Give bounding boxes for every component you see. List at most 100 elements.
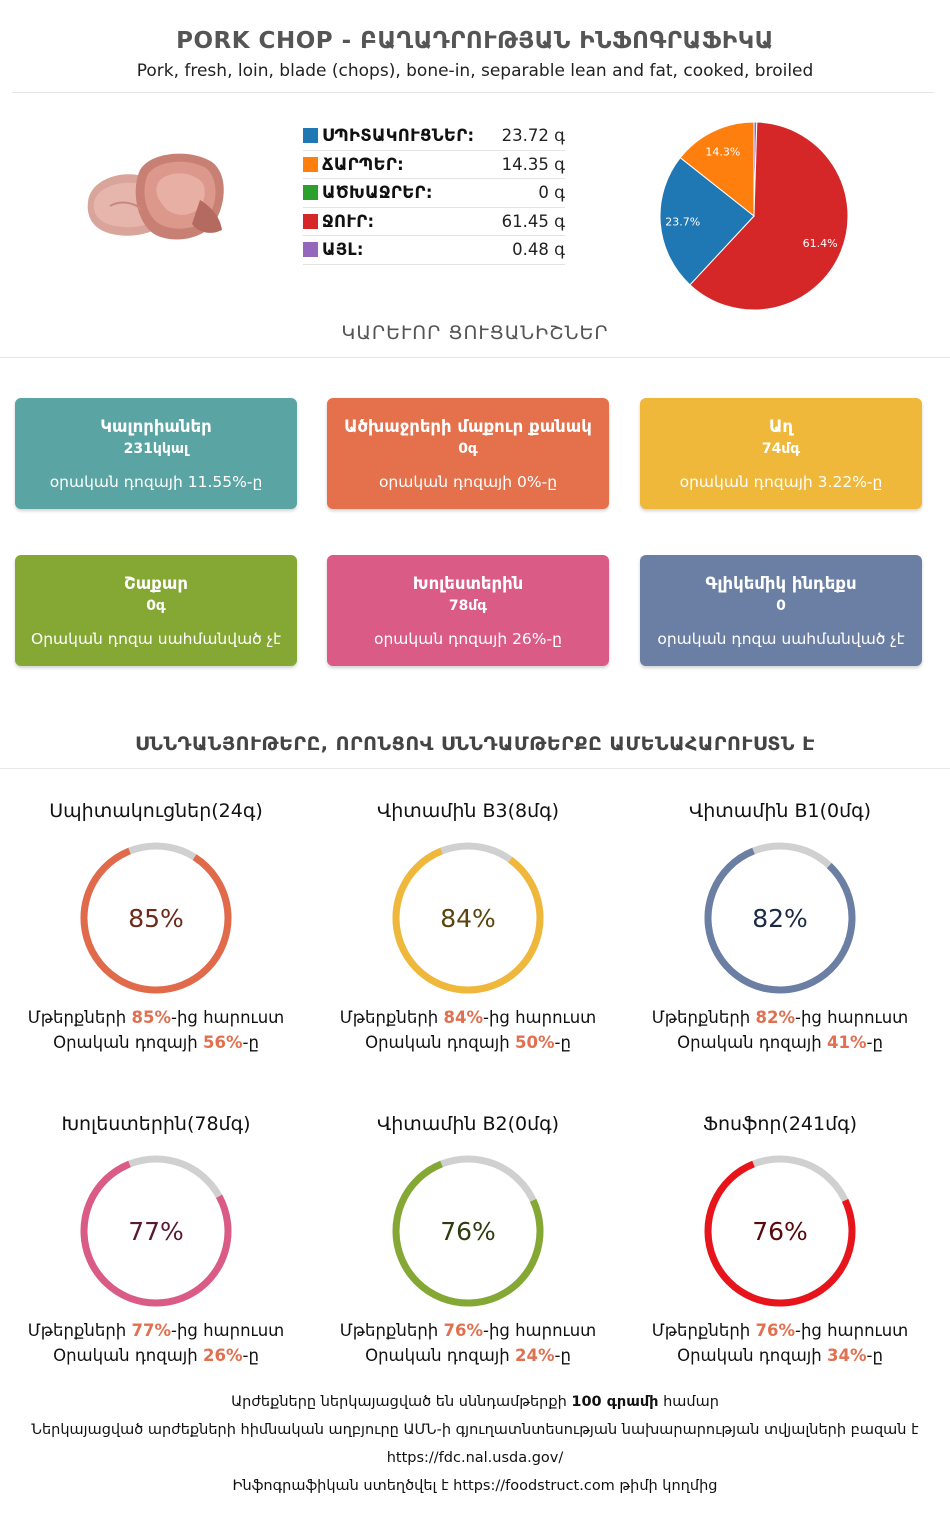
card-sub: օրական դոզայի 0%-ը bbox=[378, 473, 558, 491]
ring-percent-label: 77% bbox=[128, 1217, 184, 1246]
card-title: Շաքար bbox=[124, 574, 188, 593]
card-title: Գլիկեմիկ ինդեքս bbox=[705, 574, 857, 593]
footer-source-link[interactable]: https://fdc.nal.usda.gov/ bbox=[386, 1450, 564, 1466]
carbs-swatch bbox=[303, 185, 318, 201]
nutrient-vitamin-b1: Վիտամին B1(0մգ) 82% Մթերքների 82%-ից հար… bbox=[630, 800, 930, 1052]
nutrient-daily-line: Օրական դոզայի 34%-ը bbox=[677, 1346, 883, 1365]
macro-name: ՋՈՒՐ: bbox=[322, 211, 375, 231]
card-sub: օրական դոզա սահմանված չէ bbox=[657, 630, 905, 648]
ring-progress bbox=[80, 1160, 232, 1307]
nutrient-daily-line: Օրական դոզայի 26%-ը bbox=[53, 1346, 259, 1365]
nutrient-title: Վիտամին B2(0մգ) bbox=[376, 1113, 560, 1135]
nutrient-daily-line: Օրական դոզայի 24%-ը bbox=[365, 1346, 571, 1365]
nutrient-daily-line: Օրական դոզայի 41%-ը bbox=[677, 1033, 883, 1052]
card-title: Կալորիաներ bbox=[100, 417, 212, 436]
nutrient-rank-line: Մթերքների 84%-ից հարուստ bbox=[339, 1008, 597, 1027]
divider bbox=[0, 768, 950, 769]
ring-progress bbox=[392, 1160, 544, 1307]
footer-credit: Ինֆոգրաֆիկան ստեղծվել է https://foodstru… bbox=[232, 1478, 718, 1494]
pie-slice-label-3: 61.4% bbox=[803, 237, 838, 250]
card-net-carbs: Ածխաջրերի մաքուր քանակ 0գ օրական դոզայի … bbox=[327, 398, 609, 509]
key-indicators-heading: ԿԱՐԵՒՈՐ ՑՈՒՑԱՆԻՇՆԵՐ bbox=[341, 322, 609, 344]
foodstruct-link[interactable]: https://foodstruct.com bbox=[453, 1478, 615, 1494]
nutrient-ring: 77% bbox=[80, 1155, 232, 1307]
divider bbox=[0, 357, 950, 358]
page-title: PORK CHOP - ԲԱՂԱԴՐՈՒԹՅԱՆ ԻՆՖՈԳՐԱՖԻԿԱ bbox=[176, 28, 774, 54]
top-nutrients-heading: ՍՆՆԴԱՆՅՈՒԹԵՐԸ, ՈՐՈՆՑՈՎ ՍՆՆԴԱՄԹԵՐՔԸ ԱՄԵՆԱ… bbox=[135, 733, 815, 755]
card-cholesterol: Խոլեստերին 78մգ օրական դոզայի 26%-ը bbox=[327, 555, 609, 666]
card-sub: Օրական դոզա սահմանված չէ bbox=[31, 630, 281, 648]
nutrient-title: Խոլեստերին(78մգ) bbox=[61, 1113, 251, 1135]
ring-percent-label: 85% bbox=[128, 904, 184, 933]
nutrient-rank-line: Մթերքների 82%-ից հարուստ bbox=[651, 1008, 909, 1027]
nutrient-daily-line: Օրական դոզայի 50%-ը bbox=[365, 1033, 571, 1052]
card-value: 231կկալ bbox=[123, 441, 189, 457]
pie-slice-label-1: 14.3% bbox=[705, 146, 740, 159]
macro-name: ԱԾԽԱՋՐԵՐ: bbox=[322, 183, 433, 203]
other-swatch bbox=[303, 242, 318, 258]
nutrient-rank-line: Մթերքների 76%-ից հարուստ bbox=[651, 1321, 909, 1340]
nutrient-ring: 76% bbox=[704, 1155, 856, 1307]
macros-pie-chart: 61.4% 23.7% 14.3% bbox=[659, 121, 849, 311]
card-value: 0գ bbox=[458, 441, 478, 457]
protein-swatch bbox=[303, 128, 318, 144]
pie-slice-0 bbox=[659, 156, 755, 286]
pork-chop-image bbox=[87, 153, 224, 240]
macro-row-other: ԱՅԼ: 0.48 գ bbox=[303, 236, 565, 265]
card-value: 0գ bbox=[146, 598, 166, 614]
nutrient-rank-line: Մթերքների 85%-ից հարուստ bbox=[27, 1008, 285, 1027]
nutrient-daily-line: Օրական դոզայի 56%-ը bbox=[53, 1033, 259, 1052]
card-sub: օրական դոզայի 26%-ը bbox=[374, 630, 562, 648]
ring-percent-label: 76% bbox=[752, 1217, 808, 1246]
macro-value: 23.72 գ bbox=[501, 126, 565, 146]
ring-progress bbox=[392, 847, 544, 994]
card-value: 0 bbox=[776, 598, 786, 614]
nutrient-rank-line: Մթերքների 76%-ից հարուստ bbox=[339, 1321, 597, 1340]
nutrient-vitamin-b2: Վիտամին B2(0մգ) 76% Մթերքների 76%-ից հար… bbox=[318, 1113, 618, 1365]
nutrient-phosphorus: Ֆոսֆոր(241մգ) 76% Մթերքների 76%-ից հարու… bbox=[630, 1113, 930, 1365]
card-glycemic-index: Գլիկեմիկ ինդեքս 0 օրական դոզա սահմանված … bbox=[640, 555, 922, 666]
ring-percent-label: 82% bbox=[752, 904, 808, 933]
macro-value: 61.45 գ bbox=[501, 211, 565, 231]
card-title: Խոլեստերին bbox=[412, 574, 524, 593]
nutrient-ring: 85% bbox=[80, 842, 232, 994]
card-title: Աղ bbox=[768, 417, 794, 436]
macro-name: ՃԱՐՊԵՐ: bbox=[322, 154, 405, 174]
nutrient-title: Սպիտակուցներ(24գ) bbox=[49, 800, 263, 822]
card-sub: օրական դոզայի 3.22%-ը bbox=[679, 473, 883, 491]
pie-slice-1 bbox=[679, 121, 755, 218]
nutrient-cholesterol: Խոլեստերին(78մգ) 77% Մթերքների 77%-ից հա… bbox=[6, 1113, 306, 1365]
divider bbox=[12, 92, 934, 93]
macros-table: ՍՊԻՏԱԿՈՒՑՆԵՐ: 23.72 գ ՃԱՐՊԵՐ: 14.35 գ ԱԾ… bbox=[303, 122, 565, 265]
fat-swatch bbox=[303, 156, 318, 172]
ring-progress bbox=[80, 847, 232, 994]
water-swatch bbox=[303, 213, 318, 229]
macro-value: 0.48 գ bbox=[512, 240, 565, 260]
ring-progress bbox=[704, 847, 856, 994]
card-sub: օրական դոզայի 11.55%-ը bbox=[49, 473, 263, 491]
footer-per-100g: Արժեքները ներկայացված են սննդամթերքի 100… bbox=[231, 1394, 719, 1410]
ring-percent-label: 76% bbox=[440, 1217, 496, 1246]
nutrient-rank-line: Մթերքների 77%-ից հարուստ bbox=[27, 1321, 285, 1340]
nutrient-protein: Սպիտակուցներ(24գ) 85% Մթերքների 85%-ից հ… bbox=[6, 800, 306, 1052]
macro-value: 14.35 գ bbox=[501, 154, 565, 174]
nutrient-title: Վիտամին B1(0մգ) bbox=[688, 800, 872, 822]
pie-slice-3 bbox=[689, 121, 849, 311]
pie-slice-label-0: 23.7% bbox=[665, 215, 700, 228]
ring-progress bbox=[704, 1160, 856, 1307]
nutrient-title: Ֆոսֆոր(241մգ) bbox=[702, 1113, 858, 1135]
macro-value: 0 գ bbox=[538, 183, 565, 203]
nutrient-vitamin-b3: Վիտամին B3(8մգ) 84% Մթերքների 84%-ից հար… bbox=[318, 800, 618, 1052]
macro-row-fat: ՃԱՐՊԵՐ: 14.35 գ bbox=[303, 151, 565, 179]
nutrient-title: Վիտամին B3(8մգ) bbox=[376, 800, 560, 822]
card-salt: Աղ 74մգ օրական դոզայի 3.22%-ը bbox=[640, 398, 922, 509]
macro-row-carbs: ԱԾԽԱՋՐԵՐ: 0 գ bbox=[303, 179, 565, 208]
card-sugar: Շաքար 0գ Օրական դոզա սահմանված չէ bbox=[15, 555, 297, 666]
card-title: Ածխաջրերի մաքուր քանակ bbox=[344, 417, 592, 436]
nutrient-ring: 76% bbox=[392, 1155, 544, 1307]
footer-source: Ներկայացված արժեքների հիմնական աղբյուրը … bbox=[31, 1422, 919, 1438]
macro-name: ՍՊԻՏԱԿՈՒՑՆԵՐ: bbox=[322, 126, 475, 146]
page-subtitle: Pork, fresh, loin, blade (chops), bone-i… bbox=[136, 61, 814, 81]
macro-name: ԱՅԼ: bbox=[322, 240, 364, 260]
nutrient-ring: 82% bbox=[704, 842, 856, 994]
